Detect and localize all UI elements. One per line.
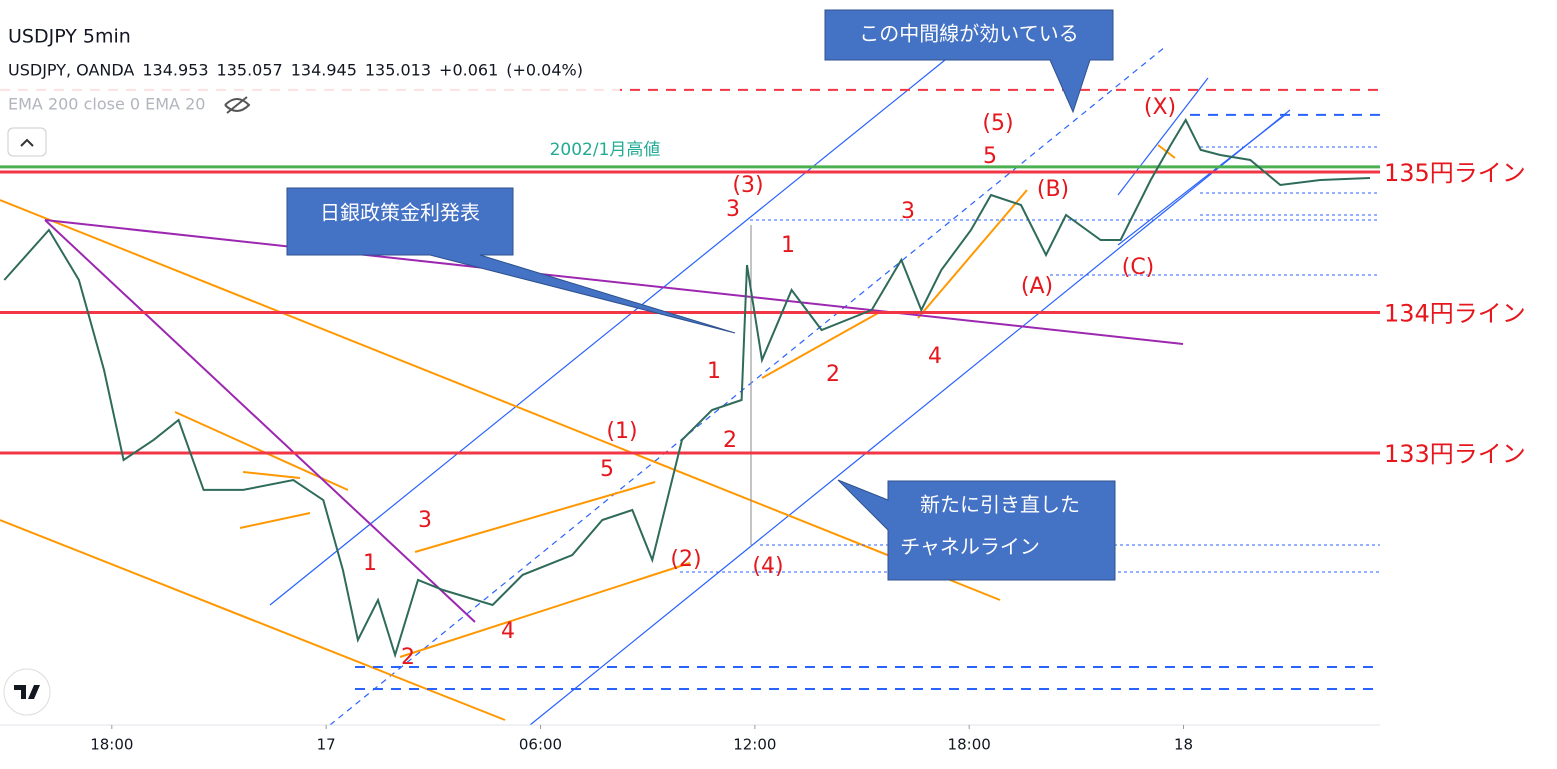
callout-text: 日銀政策金利発表 bbox=[320, 201, 480, 225]
wave-label: (2) bbox=[670, 547, 701, 572]
wave-label: (A) bbox=[1021, 274, 1053, 299]
wave-label: 2 bbox=[723, 428, 737, 453]
wave-label: (X) bbox=[1144, 95, 1176, 120]
level-label: 2002/1月高値 bbox=[550, 140, 661, 160]
x-tick-label: 18:00 bbox=[90, 736, 133, 754]
wave-label: 1 bbox=[707, 359, 721, 384]
wave-label: (1) bbox=[606, 419, 637, 444]
indicators: EMA 200 close 0 EMA 20 bbox=[8, 95, 205, 114]
x-tick-label: 18:00 bbox=[948, 736, 991, 754]
wave-label: 3 bbox=[901, 199, 915, 224]
wave-label: (3) bbox=[732, 173, 763, 198]
quote-field: 134.945 bbox=[291, 61, 357, 80]
wave-label: 4 bbox=[501, 619, 515, 644]
quote-field: 134.953 bbox=[142, 61, 208, 80]
hide-button[interactable] bbox=[224, 96, 251, 114]
wave-label: (B) bbox=[1037, 177, 1069, 202]
callout-text: この中間線が効いている bbox=[859, 22, 1078, 46]
legend-bg bbox=[0, 0, 620, 125]
callout-text: チャネルライン bbox=[900, 535, 1040, 559]
x-tick-label: 18 bbox=[1174, 736, 1193, 754]
callout-shapes bbox=[286, 9, 1116, 581]
trend-lines bbox=[0, 46, 1380, 726]
x-tick-label: 12:00 bbox=[733, 736, 776, 754]
wave-label: 3 bbox=[418, 508, 432, 533]
plot bbox=[3, 117, 1371, 659]
wave-label: 3 bbox=[726, 197, 740, 222]
quote: USDJPY, OANDA 134.953 135.057 134.945 135.01… bbox=[8, 61, 583, 80]
x-tick-label: 06:00 bbox=[519, 736, 562, 754]
levels: 135円ライン 134円ライン 133円ライン 2002/1月高値 bbox=[0, 88, 1526, 691]
wave-label: 4 bbox=[928, 344, 942, 369]
quote-field: +0.061 bbox=[439, 61, 498, 80]
wave-label: (4) bbox=[752, 554, 783, 579]
wave-label: (C) bbox=[1122, 255, 1155, 280]
quote-field: (+0.04%) bbox=[506, 61, 583, 80]
quote-field: 135.057 bbox=[217, 61, 283, 80]
wave-label: 2 bbox=[826, 362, 840, 387]
quote-field: USDJPY, OANDA bbox=[8, 61, 134, 80]
logo bbox=[3, 668, 51, 716]
wave-label: 1 bbox=[363, 551, 377, 576]
wave-label: 2 bbox=[401, 645, 415, 670]
x-tick-label: 17 bbox=[317, 736, 336, 754]
wave-label: (5) bbox=[982, 111, 1013, 136]
wave-label: 5 bbox=[983, 144, 997, 169]
level-label: 135円ライン bbox=[1384, 159, 1526, 187]
price-line bbox=[3, 117, 1371, 659]
level-label: 134円ライン bbox=[1384, 299, 1526, 327]
level-label: 133円ライン bbox=[1384, 440, 1526, 468]
collapse-button[interactable] bbox=[7, 127, 47, 157]
callout-text: 新たに引き直した bbox=[920, 493, 1080, 517]
wave-label: 1 bbox=[781, 233, 795, 258]
x-axis: 18:00 17 06:00 12:00 18:00 18 bbox=[0, 724, 1380, 754]
wave-label: 5 bbox=[600, 457, 614, 482]
title: USDJPY 5min bbox=[8, 26, 131, 48]
quote-field: 135.013 bbox=[365, 61, 431, 80]
